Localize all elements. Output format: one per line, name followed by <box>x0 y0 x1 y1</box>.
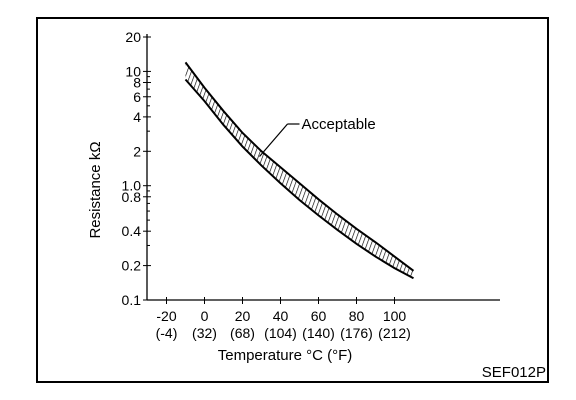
x-tick-sublabel: (68) <box>230 325 255 341</box>
x-tick-sublabel: (140) <box>302 325 335 341</box>
lower-limit-line <box>184 78 414 280</box>
y-tick-label: 0.1 <box>122 292 142 308</box>
y-tick-label: 0.8 <box>122 189 142 205</box>
annotation-leader <box>259 123 288 157</box>
ticks: 0.10.20.40.81.024681020-20(-4)0(32)20(68… <box>122 29 411 341</box>
x-tick-sublabel: (176) <box>340 325 373 341</box>
series-layer <box>184 61 415 280</box>
x-tick-sublabel: (212) <box>378 325 411 341</box>
y-tick-label: 20 <box>125 29 141 45</box>
figure-code: SEF012P <box>481 364 546 381</box>
x-tick-label: 100 <box>383 308 407 324</box>
y-tick-label: 1.0 <box>122 178 142 194</box>
x-tick-label: 0 <box>201 308 209 324</box>
x-tick-label: 60 <box>311 308 327 324</box>
y-axis-label: Resistance kΩ <box>87 141 104 238</box>
figure-frame <box>36 17 549 383</box>
y-tick-label: 0.4 <box>122 223 142 239</box>
y-tick-label: 4 <box>133 109 141 125</box>
x-axis-label: Temperature °C (°F) <box>218 347 353 364</box>
axes <box>146 34 500 301</box>
y-tick-label: 2 <box>133 143 141 159</box>
x-tick-sublabel: (32) <box>192 325 217 341</box>
y-tick-label: 10 <box>125 63 141 79</box>
x-tick-label: 40 <box>273 308 289 324</box>
x-tick-sublabel: (-4) <box>156 325 178 341</box>
x-tick-label: 20 <box>235 308 251 324</box>
x-tick-label: 80 <box>349 308 365 324</box>
y-tick-label: 6 <box>133 89 141 105</box>
acceptable-band <box>185 62 414 279</box>
y-tick-label: 0.2 <box>122 258 142 274</box>
x-tick-sublabel: (104) <box>264 325 297 341</box>
x-tick-label: -20 <box>156 308 176 324</box>
upper-limit-line <box>184 61 415 272</box>
y-tick-label: 8 <box>133 74 141 90</box>
annotation-acceptable: Acceptable <box>302 116 376 133</box>
annotation-layer: Acceptable <box>259 116 376 157</box>
